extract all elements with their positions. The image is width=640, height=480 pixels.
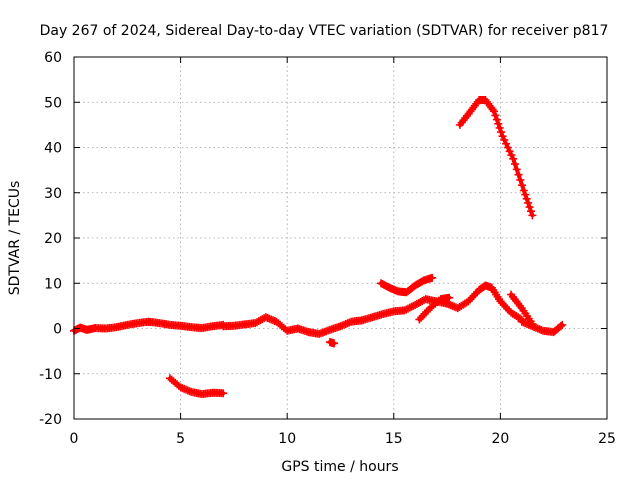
y-tick-label: 30 <box>44 186 62 202</box>
y-tick-label: 40 <box>44 141 62 157</box>
series-track-peak <box>443 281 526 324</box>
data-point <box>510 160 519 169</box>
data-point <box>405 303 414 312</box>
tick-layer: 0 5 10 15 20 25 -20 -10 0 10 20 30 40 50 60 <box>39 50 616 447</box>
data-point <box>500 135 509 144</box>
data-point <box>514 170 523 179</box>
data-point <box>491 111 500 120</box>
x-tick-label: 10 <box>278 431 296 447</box>
chart-title: Day 267 of 2024, Sidereal Day-to-day VTE… <box>40 23 609 39</box>
data-point <box>558 320 567 329</box>
data-point <box>402 305 411 314</box>
series-track-upper-mid <box>377 273 437 297</box>
data-point <box>404 304 413 313</box>
data-point <box>505 147 514 156</box>
data-point <box>525 203 534 212</box>
y-tick-label: 60 <box>44 50 62 66</box>
data-point <box>490 107 499 116</box>
series-track-dip <box>293 316 366 338</box>
data-point <box>526 207 535 216</box>
data-point <box>509 154 518 163</box>
data-point <box>518 181 527 190</box>
data-point <box>522 194 531 203</box>
data-point <box>519 186 528 195</box>
data-point <box>498 132 507 141</box>
data-point <box>219 389 228 398</box>
x-tick-label: 20 <box>491 431 509 447</box>
x-tick-label: 15 <box>385 431 403 447</box>
series-track-baseline-b <box>219 313 302 335</box>
data-layer <box>70 95 567 399</box>
y-tick-label: -10 <box>39 367 62 383</box>
data-point <box>492 115 501 124</box>
series-track-high <box>455 95 537 220</box>
grid-layer <box>74 57 607 419</box>
data-point <box>524 198 533 207</box>
data-point <box>503 143 512 152</box>
data-point <box>521 190 530 199</box>
data-point <box>428 273 437 282</box>
y-tick-label: 20 <box>44 231 62 247</box>
data-point <box>528 211 537 220</box>
series-track-tail <box>517 317 567 337</box>
series-track-baseline-a <box>144 317 228 333</box>
data-point <box>528 319 537 328</box>
series-track-low <box>165 374 228 399</box>
y-tick-label: -20 <box>39 412 62 428</box>
data-point <box>512 165 521 174</box>
series-track-secondary <box>415 293 454 324</box>
y-tick-label: 50 <box>44 95 62 111</box>
series-track-baseline-early <box>70 317 153 335</box>
y-tick-label: 0 <box>53 322 62 338</box>
data-point <box>507 151 516 160</box>
data-point <box>502 139 511 148</box>
data-point <box>445 293 454 302</box>
x-tick-label: 5 <box>176 431 185 447</box>
data-point <box>494 119 503 128</box>
series-track-tail-upper <box>507 290 537 328</box>
data-point <box>556 322 565 331</box>
data-point <box>516 175 525 184</box>
x-tick-label: 25 <box>598 431 616 447</box>
data-point <box>497 128 506 137</box>
x-tick-label: 0 <box>70 431 79 447</box>
x-axis-label: GPS time / hours <box>281 459 398 475</box>
y-tick-label: 10 <box>44 276 62 292</box>
series-track-isolated <box>325 338 339 348</box>
data-point <box>400 306 409 315</box>
data-point <box>330 339 339 348</box>
data-point <box>407 302 416 311</box>
data-point <box>495 123 504 132</box>
y-axis-label: SDTVAR / TECUs <box>7 181 23 296</box>
